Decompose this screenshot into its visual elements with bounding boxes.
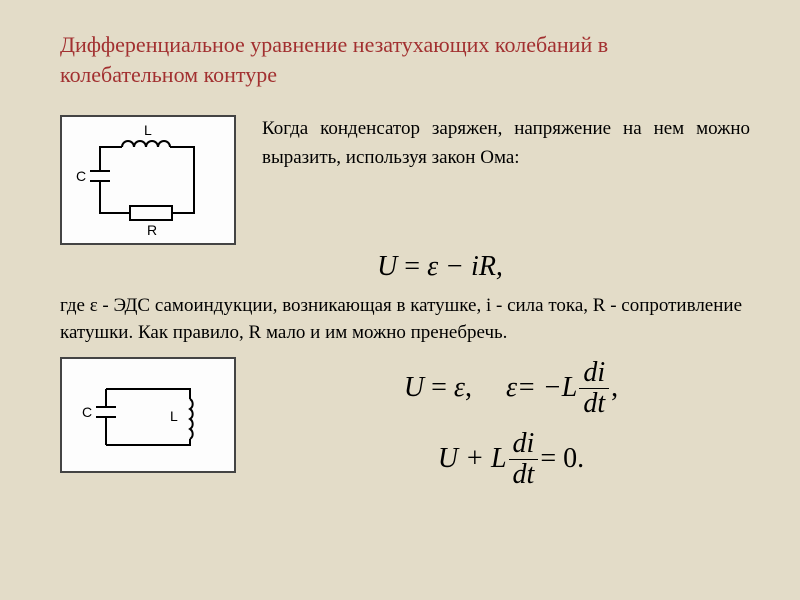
- diagram-rlc: L C R: [60, 115, 236, 245]
- label-c2: C: [82, 404, 92, 420]
- eq2b-num: di: [579, 359, 609, 389]
- note-text: где ε - ЭДС самоиндукции, возникающая в …: [60, 293, 750, 346]
- eq3-rhs: = 0.: [540, 443, 584, 475]
- intro-text: Когда конденсатор заряжен, напряжение на…: [262, 115, 750, 172]
- eq1-rest: − iR,: [438, 251, 503, 282]
- equation-2: U = ε, ε = −L di dt ,: [262, 359, 750, 418]
- eq2b-eps: ε: [506, 372, 517, 404]
- row-2: C L U = ε, ε = −L di dt , U + L di dt: [60, 357, 750, 489]
- eq3-num: di: [509, 430, 539, 460]
- eq2b-mid: = −L: [517, 372, 577, 404]
- eq2b-den: dt: [579, 389, 609, 418]
- eq2a: U = ε,: [404, 372, 472, 404]
- label-l2: L: [170, 408, 178, 424]
- page-title: Дифференциальное уравнение незатухающих …: [60, 30, 750, 89]
- label-c: C: [76, 168, 86, 184]
- eq1-eps: ε: [427, 251, 438, 282]
- eq2b: ε = −L di dt ,: [506, 359, 618, 418]
- equations-block: U = ε, ε = −L di dt , U + L di dt = 0.: [262, 357, 750, 489]
- eq1-lhs: U: [377, 251, 397, 282]
- eq3-lhs: U + L: [438, 443, 507, 475]
- eq2a-lhs: U: [404, 372, 424, 403]
- eq2a-eq: =: [424, 372, 454, 403]
- row-1: L C R Когда конденсатор заряжен, напряже…: [60, 115, 750, 245]
- eq3-frac: di dt: [509, 430, 539, 489]
- label-r: R: [147, 222, 157, 238]
- eq3-den: dt: [509, 460, 539, 489]
- eq2b-tail: ,: [611, 372, 618, 404]
- circuit-lc-svg: C L: [62, 359, 234, 471]
- eq2a-eps: ε: [454, 372, 465, 403]
- equation-1: U = ε − iR,: [60, 251, 750, 283]
- eq1-eq: =: [397, 251, 427, 282]
- circuit-rlc-svg: L C R: [62, 117, 234, 243]
- equation-3: U + L di dt = 0.: [262, 430, 750, 489]
- eq2a-tail: ,: [465, 372, 472, 403]
- label-l: L: [144, 122, 152, 138]
- eq3-inner: U + L di dt = 0.: [438, 430, 584, 489]
- eq2b-frac: di dt: [579, 359, 609, 418]
- diagram-lc: C L: [60, 357, 236, 473]
